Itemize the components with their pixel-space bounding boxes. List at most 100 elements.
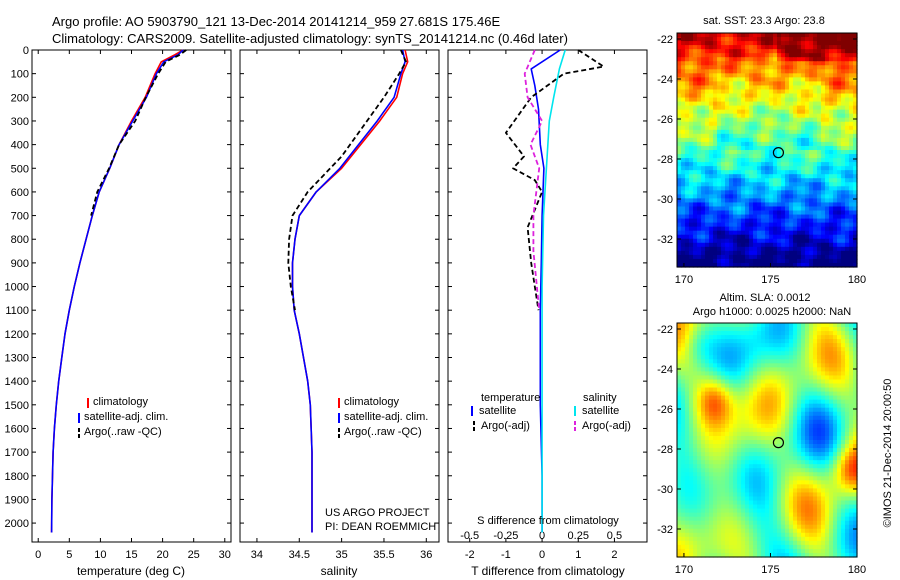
sla-cell bbox=[677, 363, 682, 368]
sst-cell bbox=[749, 234, 754, 240]
sla-cell bbox=[681, 435, 686, 441]
sst-cell bbox=[781, 37, 786, 42]
sla-cell bbox=[805, 419, 810, 425]
sst-cell bbox=[749, 81, 754, 87]
sst-cell bbox=[837, 133, 842, 139]
sla-cell bbox=[837, 415, 842, 421]
sla-cell bbox=[829, 460, 834, 465]
sla-cell bbox=[689, 407, 694, 413]
sst-cell bbox=[769, 85, 774, 91]
sst-cell bbox=[837, 182, 842, 187]
x-tick-label: 35.5 bbox=[373, 549, 394, 561]
sst-cell bbox=[805, 121, 810, 127]
sla-cell bbox=[829, 335, 834, 340]
sla-cell bbox=[801, 399, 806, 405]
sst-cell bbox=[689, 141, 694, 147]
sst-cell bbox=[705, 101, 710, 107]
sst-cell bbox=[725, 222, 730, 228]
sst-cell bbox=[793, 129, 798, 135]
sst-cell bbox=[757, 238, 762, 244]
sst-cell bbox=[701, 222, 706, 228]
sla-cell bbox=[741, 399, 746, 405]
sst-cell bbox=[717, 81, 722, 87]
sst-cell bbox=[849, 186, 854, 191]
sst-cell bbox=[713, 69, 718, 74]
sst-cell bbox=[697, 133, 702, 139]
sla-cell bbox=[813, 435, 818, 441]
sla-cell bbox=[689, 411, 694, 417]
sst-cell bbox=[817, 33, 822, 38]
sst-cell bbox=[733, 202, 738, 208]
sla-cell bbox=[745, 504, 750, 510]
series-line-temperature-argo-adj- bbox=[504, 49, 605, 311]
sst-cell bbox=[801, 198, 806, 204]
sst-cell bbox=[825, 37, 830, 42]
sla-cell bbox=[729, 375, 734, 381]
sla-cell bbox=[809, 339, 814, 344]
sla-cell bbox=[777, 472, 782, 477]
sst-cell bbox=[789, 246, 794, 252]
sla-cell bbox=[841, 480, 846, 485]
sst-cell bbox=[689, 93, 694, 99]
sla-cell bbox=[677, 423, 682, 429]
sst-cell bbox=[769, 166, 774, 171]
sst-cell bbox=[681, 113, 686, 119]
sst-cell bbox=[781, 141, 786, 147]
sst-cell bbox=[685, 97, 690, 103]
sla-cell bbox=[737, 488, 742, 494]
sst-cell bbox=[777, 190, 782, 195]
sla-cell bbox=[793, 476, 798, 481]
sla-cell bbox=[773, 472, 778, 477]
sla-cell bbox=[829, 367, 834, 373]
sla-cell bbox=[801, 411, 806, 417]
sla-cell bbox=[701, 343, 706, 348]
sla-cell bbox=[833, 452, 838, 457]
sst-cell bbox=[805, 226, 810, 232]
sst-cell bbox=[829, 170, 834, 175]
sst-cell bbox=[725, 49, 730, 54]
sla-cell bbox=[677, 468, 682, 473]
sst-cell bbox=[705, 93, 710, 99]
sst-cell bbox=[821, 150, 826, 155]
sst-cell bbox=[853, 162, 858, 167]
sla-cell bbox=[821, 331, 826, 336]
sst-cell bbox=[713, 101, 718, 107]
sst-cell bbox=[825, 33, 830, 38]
sst-cell bbox=[729, 202, 734, 208]
sla-cell bbox=[677, 335, 682, 340]
sla-cell bbox=[785, 480, 790, 485]
sst-cell bbox=[749, 258, 754, 264]
sst-cell bbox=[685, 182, 690, 187]
sla-cell bbox=[757, 331, 762, 336]
sst-cell bbox=[777, 77, 782, 83]
sla-cell bbox=[677, 379, 682, 385]
sst-cell bbox=[797, 105, 802, 111]
sst-cell bbox=[685, 101, 690, 107]
sla-cell bbox=[729, 492, 734, 498]
sla-cell bbox=[677, 504, 682, 510]
sst-cell bbox=[741, 109, 746, 115]
sst-cell bbox=[765, 97, 770, 103]
sla-cell bbox=[825, 323, 830, 328]
sst-cell bbox=[769, 109, 774, 115]
sst-cell bbox=[805, 190, 810, 195]
s-diff-tick-label: -0.5 bbox=[460, 530, 479, 542]
sst-cell bbox=[821, 182, 826, 187]
sla-cell bbox=[725, 448, 730, 453]
sst-cell bbox=[701, 73, 706, 78]
sst-cell bbox=[773, 85, 778, 91]
sst-cell bbox=[705, 214, 710, 220]
sla-cell bbox=[781, 468, 786, 473]
sst-cell bbox=[833, 250, 838, 256]
sla-cell bbox=[697, 496, 702, 502]
sst-cell bbox=[837, 150, 842, 155]
sst-cell bbox=[705, 133, 710, 139]
sla-cell bbox=[681, 427, 686, 433]
sla-cell bbox=[741, 411, 746, 417]
sla-cell bbox=[725, 339, 730, 344]
sst-cell bbox=[769, 97, 774, 103]
sla-cell bbox=[725, 355, 730, 360]
sst-cell bbox=[825, 133, 830, 139]
sst-cell bbox=[785, 93, 790, 99]
sst-cell bbox=[773, 57, 778, 62]
